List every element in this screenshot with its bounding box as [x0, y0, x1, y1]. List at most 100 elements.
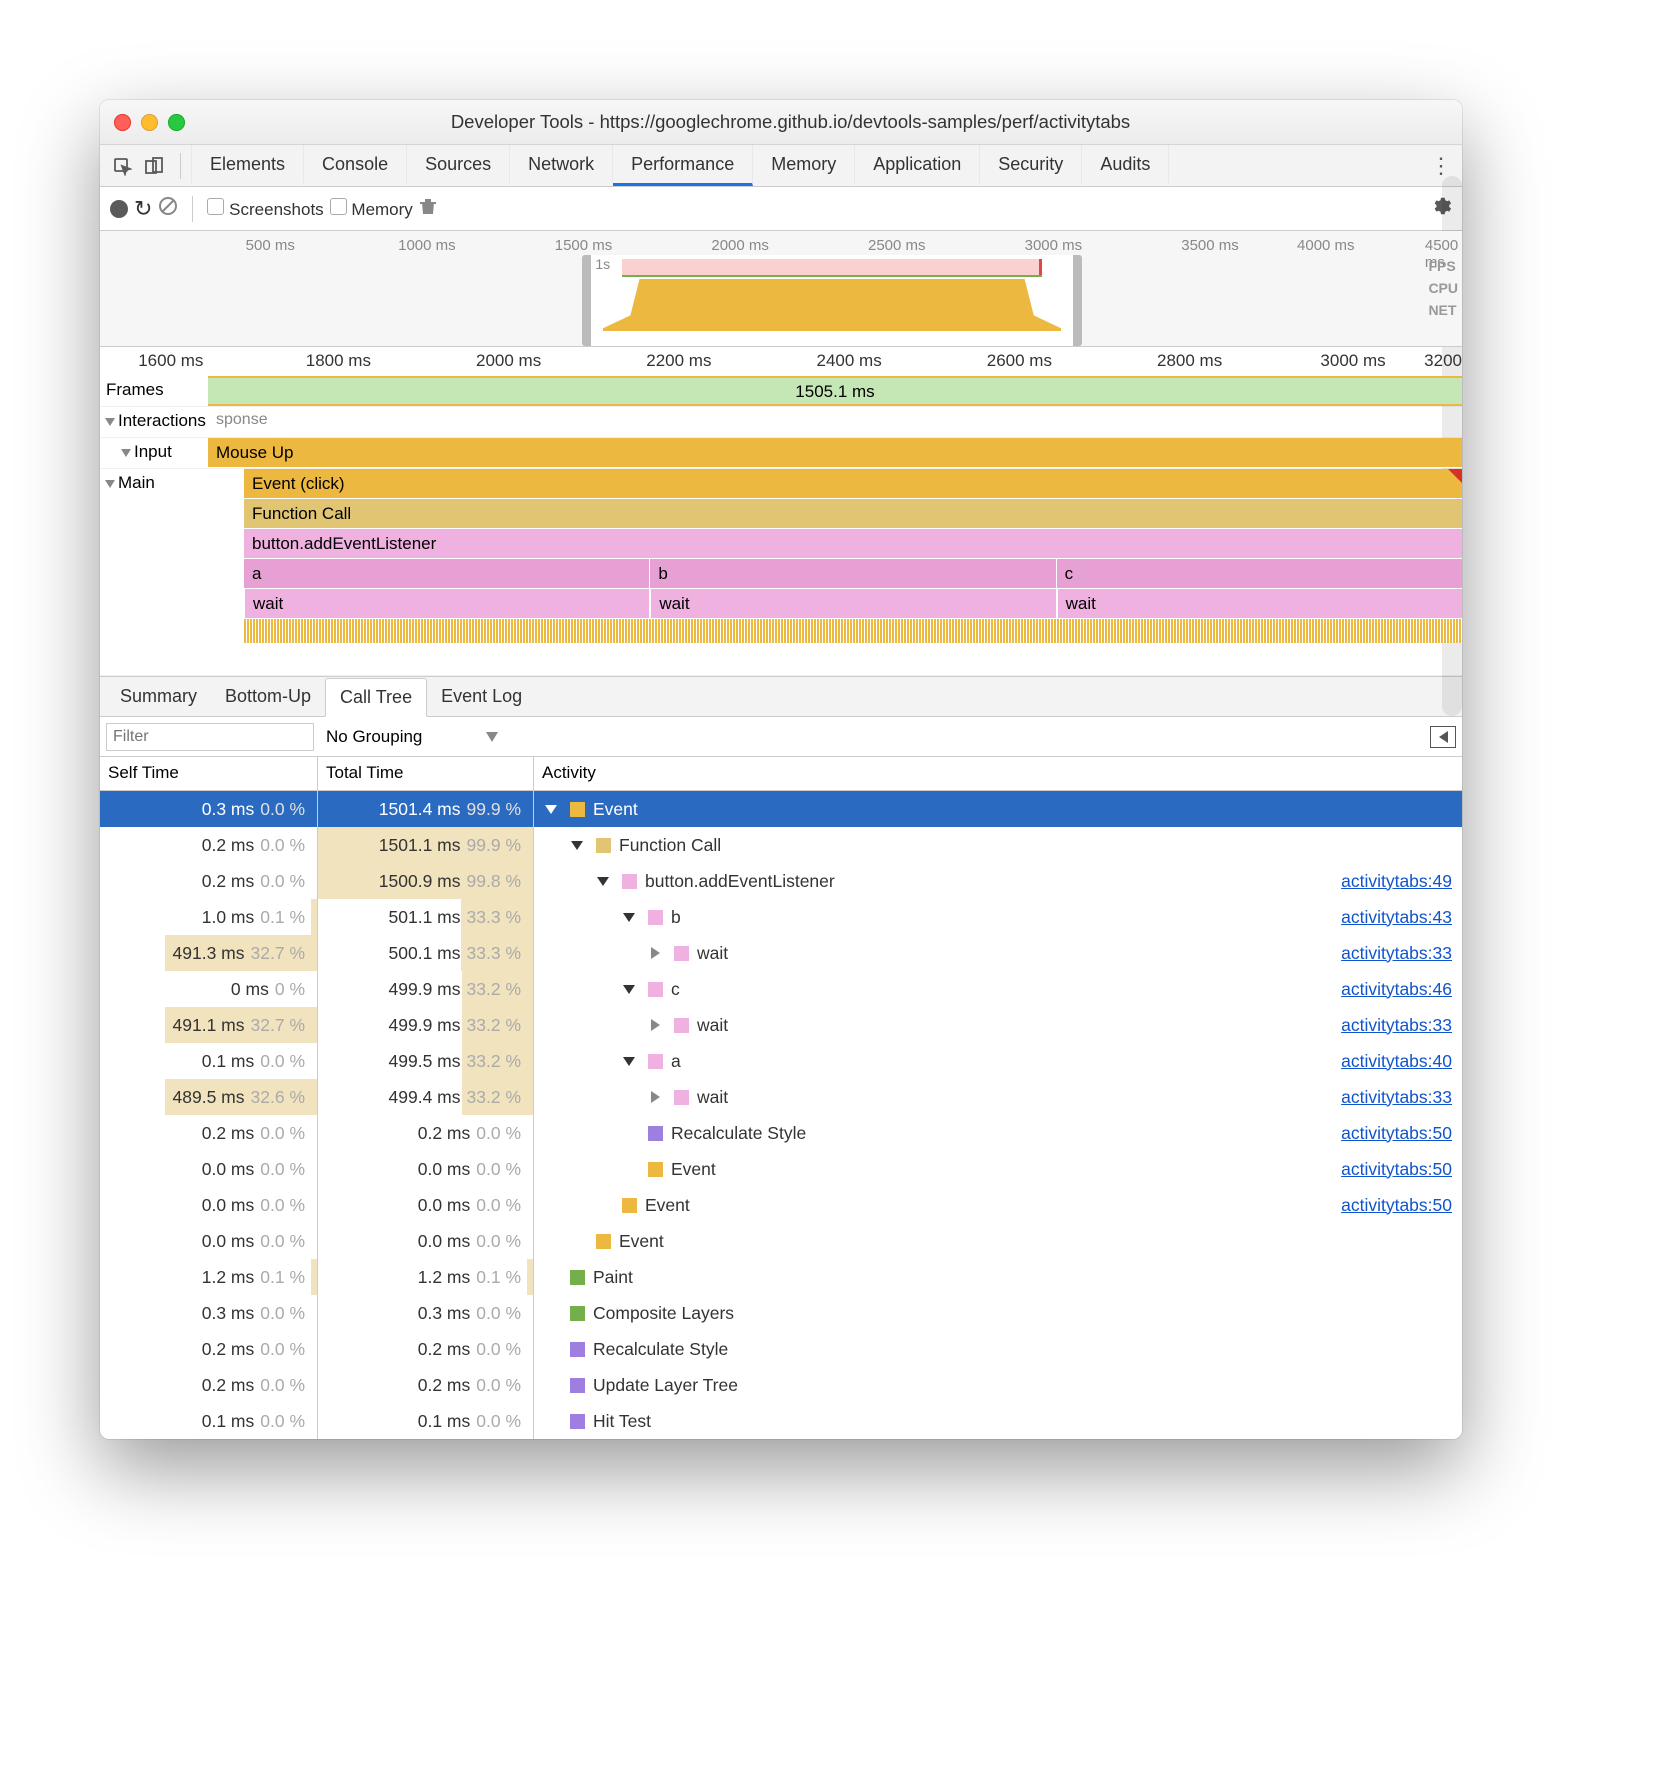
call-tree-row[interactable]: 0.3 ms0.0 %0.3 ms0.0 %Composite Layers: [100, 1295, 1462, 1331]
flame-bar-wait-b[interactable]: wait: [650, 589, 1055, 619]
tab-application[interactable]: Application: [855, 145, 980, 186]
call-tree-row[interactable]: 491.1 ms32.7 %499.9 ms33.2 %waitactivity…: [100, 1007, 1462, 1043]
flame-bar-function-call[interactable]: Function Call: [244, 499, 1462, 529]
garbage-collect-icon[interactable]: [419, 196, 437, 221]
reload-icon[interactable]: ↻: [134, 196, 152, 222]
detail-tab-event-log[interactable]: Event Log: [427, 678, 536, 715]
flame-chart-ruler[interactable]: 1600 ms1800 ms2000 ms2200 ms2400 ms2600 …: [100, 347, 1462, 376]
performance-toolbar: ↻ Screenshots Memory: [100, 187, 1462, 231]
device-mode-icon[interactable]: [138, 150, 170, 182]
col-activity[interactable]: Activity: [534, 757, 1462, 790]
call-tree-row[interactable]: 0.3 ms0.0 %1501.4 ms99.9 %Event: [100, 791, 1462, 827]
tab-sources[interactable]: Sources: [407, 145, 510, 186]
call-tree-row[interactable]: 0.0 ms0.0 %0.0 ms0.0 %Eventactivitytabs:…: [100, 1151, 1462, 1187]
expander-icon[interactable]: [648, 1091, 662, 1103]
track-label-main[interactable]: Main: [100, 469, 208, 675]
tab-security[interactable]: Security: [980, 145, 1082, 186]
expander-icon[interactable]: [544, 805, 558, 814]
tab-memory[interactable]: Memory: [753, 145, 855, 186]
source-link[interactable]: activitytabs:50: [1341, 1123, 1452, 1144]
expander-icon[interactable]: [596, 877, 610, 886]
expander-icon[interactable]: [622, 1057, 636, 1066]
tab-network[interactable]: Network: [510, 145, 613, 186]
detail-tab-bottom-up[interactable]: Bottom-Up: [211, 678, 325, 715]
source-link[interactable]: activitytabs:49: [1341, 871, 1452, 892]
source-link[interactable]: activitytabs:46: [1341, 979, 1452, 1000]
tab-performance[interactable]: Performance: [613, 145, 753, 186]
input-event-bar[interactable]: Mouse Up: [208, 438, 1462, 468]
window-titlebar: Developer Tools - https://googlechrome.g…: [100, 100, 1462, 145]
tab-console[interactable]: Console: [304, 145, 407, 186]
call-tree-row[interactable]: 0.2 ms0.0 %0.2 ms0.0 %Recalculate Stylea…: [100, 1115, 1462, 1151]
call-tree-row[interactable]: 0.0 ms0.0 %0.0 ms0.0 %Eventactivitytabs:…: [100, 1187, 1462, 1223]
tab-elements[interactable]: Elements: [191, 145, 304, 186]
activity-label: a: [671, 1051, 681, 1072]
activity-swatch: [674, 1090, 689, 1105]
call-tree-row[interactable]: 0 ms0 %499.9 ms33.2 %cactivitytabs:46: [100, 971, 1462, 1007]
source-link[interactable]: activitytabs:33: [1341, 1015, 1452, 1036]
expander-icon[interactable]: [622, 985, 636, 994]
call-tree-row[interactable]: 0.1 ms0.0 %499.5 ms33.2 %aactivitytabs:4…: [100, 1043, 1462, 1079]
call-tree-row[interactable]: 0.2 ms0.0 %1500.9 ms99.8 %button.addEven…: [100, 863, 1462, 899]
flame-bar-a[interactable]: a: [244, 559, 649, 589]
screenshots-checkbox[interactable]: Screenshots: [207, 198, 323, 220]
source-link[interactable]: activitytabs:33: [1341, 1087, 1452, 1108]
clear-icon[interactable]: [158, 196, 178, 221]
flame-bar-c[interactable]: c: [1057, 559, 1462, 589]
source-link[interactable]: activitytabs:43: [1341, 907, 1452, 928]
track-label-input[interactable]: Input: [100, 438, 208, 468]
minimize-window-button[interactable]: [141, 114, 158, 131]
flame-bar-wait-a[interactable]: wait: [244, 589, 649, 619]
detail-tab-call-tree[interactable]: Call Tree: [325, 678, 427, 717]
call-tree-row[interactable]: 1.2 ms0.1 %1.2 ms0.1 %Paint: [100, 1259, 1462, 1295]
activity-swatch: [674, 1018, 689, 1033]
flame-bar-b[interactable]: b: [650, 559, 1055, 589]
overview-handle-left[interactable]: [582, 255, 591, 346]
detail-tab-summary[interactable]: Summary: [106, 678, 211, 715]
frame-bar[interactable]: 1505.1 ms: [208, 376, 1462, 406]
overview-timeline[interactable]: 500 ms1000 ms1500 ms2000 ms2500 ms3000 m…: [100, 231, 1462, 347]
grouping-dropdown-icon[interactable]: [486, 732, 498, 742]
call-tree-row[interactable]: 1.0 ms0.1 %501.1 ms33.3 %bactivitytabs:4…: [100, 899, 1462, 935]
history-back-button[interactable]: [1430, 726, 1456, 748]
filter-bar: No Grouping: [100, 717, 1462, 757]
flame-bar-wait-c[interactable]: wait: [1057, 589, 1462, 619]
call-tree-row[interactable]: 0.2 ms0.0 %0.2 ms0.0 %Recalculate Style: [100, 1331, 1462, 1367]
flame-bar-event[interactable]: Event (click): [244, 469, 1462, 499]
inspect-element-icon[interactable]: [106, 150, 138, 182]
flame-chart[interactable]: Frames 1505.1 ms Interactions sponse Inp…: [100, 376, 1462, 677]
activity-label: Event: [619, 1231, 664, 1252]
call-tree-row[interactable]: 489.5 ms32.6 %499.4 ms33.2 %waitactivity…: [100, 1079, 1462, 1115]
flame-bar-microtasks[interactable]: [244, 619, 1462, 643]
expander-icon[interactable]: [648, 1019, 662, 1031]
expander-icon[interactable]: [570, 841, 584, 850]
col-total-time[interactable]: Total Time: [318, 757, 534, 790]
col-self-time[interactable]: Self Time: [100, 757, 318, 790]
overview-selection[interactable]: 1s: [590, 255, 1074, 346]
call-tree-row[interactable]: 491.3 ms32.7 %500.1 ms33.3 %waitactivity…: [100, 935, 1462, 971]
memory-checkbox[interactable]: Memory: [330, 198, 413, 220]
source-link[interactable]: activitytabs:40: [1341, 1051, 1452, 1072]
overview-tick: 4000 ms: [1297, 237, 1355, 254]
expander-icon[interactable]: [622, 913, 636, 922]
record-button[interactable]: [110, 200, 128, 218]
activity-swatch: [596, 838, 611, 853]
zoom-window-button[interactable]: [168, 114, 185, 131]
call-tree-row[interactable]: 0.2 ms0.0 %1501.1 ms99.9 %Function Call: [100, 827, 1462, 863]
overview-tick: 500 ms: [246, 237, 295, 254]
grouping-select[interactable]: No Grouping: [326, 727, 422, 747]
call-tree-row[interactable]: 0.0 ms0.0 %0.0 ms0.0 %Event: [100, 1223, 1462, 1259]
flame-bar-listener[interactable]: button.addEventListener: [244, 529, 1462, 559]
call-tree-row[interactable]: 0.2 ms0.0 %0.2 ms0.0 %Update Layer Tree: [100, 1367, 1462, 1403]
source-link[interactable]: activitytabs:50: [1341, 1159, 1452, 1180]
tab-audits[interactable]: Audits: [1082, 145, 1169, 186]
track-label-interactions[interactable]: Interactions: [100, 407, 208, 437]
overview-handle-right[interactable]: [1073, 255, 1082, 346]
source-link[interactable]: activitytabs:33: [1341, 943, 1452, 964]
call-tree-row[interactable]: 0.1 ms0.0 %0.1 ms0.0 %Hit Test: [100, 1403, 1462, 1439]
close-window-button[interactable]: [114, 114, 131, 131]
activity-swatch: [570, 1342, 585, 1357]
expander-icon[interactable]: [648, 947, 662, 959]
source-link[interactable]: activitytabs:50: [1341, 1195, 1452, 1216]
filter-input[interactable]: [106, 723, 314, 751]
